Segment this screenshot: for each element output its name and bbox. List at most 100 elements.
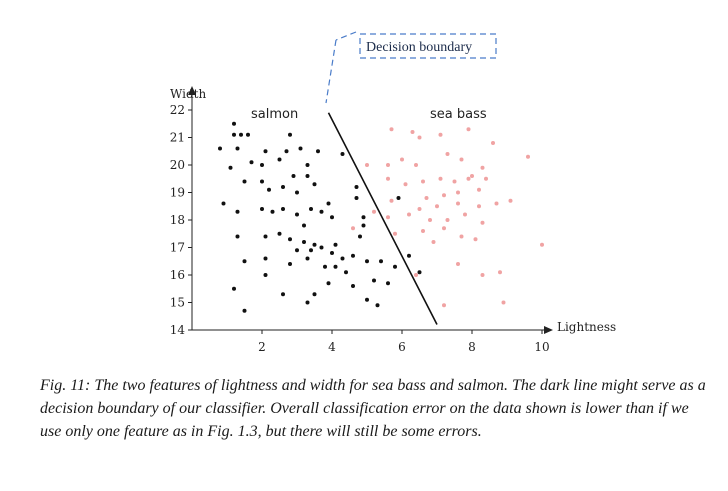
- point-sea-bass: [456, 262, 460, 266]
- point-sea-bass: [407, 212, 411, 217]
- y-tick-label: 19: [170, 186, 185, 200]
- point-sea-bass: [438, 132, 443, 137]
- point-salmon: [319, 245, 324, 250]
- x-tick-label: 4: [328, 340, 336, 354]
- point-salmon: [235, 146, 240, 151]
- point-sea-bass: [484, 176, 488, 181]
- series-label-salmon: salmon: [251, 107, 298, 122]
- point-sea-bass: [421, 229, 425, 233]
- point-salmon: [379, 259, 383, 264]
- point-salmon: [277, 157, 282, 162]
- point-salmon: [407, 253, 411, 258]
- point-sea-bass: [477, 187, 481, 192]
- point-salmon: [239, 132, 243, 137]
- point-salmon: [284, 149, 289, 154]
- point-salmon: [232, 121, 236, 126]
- point-sea-bass: [466, 176, 471, 181]
- point-sea-bass: [435, 204, 439, 209]
- point-salmon: [316, 149, 320, 154]
- data-points: [218, 121, 544, 313]
- point-sea-bass: [445, 152, 450, 156]
- point-salmon: [232, 286, 236, 291]
- point-salmon: [295, 248, 299, 253]
- point-salmon: [281, 292, 285, 297]
- x-tick-label: 10: [534, 340, 549, 354]
- point-salmon: [323, 264, 327, 269]
- point-salmon: [365, 297, 369, 302]
- point-sea-bass: [414, 273, 418, 277]
- y-axis-title: Width: [170, 87, 206, 101]
- x-tick-label: 2: [258, 340, 266, 354]
- point-salmon: [263, 273, 268, 277]
- point-sea-bass: [480, 165, 485, 170]
- point-salmon: [333, 264, 338, 269]
- y-tick-label: 22: [170, 103, 185, 117]
- point-salmon: [365, 259, 369, 264]
- point-salmon: [372, 278, 376, 283]
- point-salmon: [309, 207, 313, 211]
- point-salmon: [330, 251, 334, 255]
- point-sea-bass: [389, 198, 394, 203]
- point-salmon: [263, 234, 268, 239]
- y-tick-label: 15: [170, 296, 185, 310]
- point-sea-bass: [421, 179, 425, 184]
- point-salmon: [305, 256, 310, 261]
- point-sea-bass: [351, 226, 355, 231]
- point-sea-bass: [442, 303, 446, 308]
- point-sea-bass: [372, 209, 376, 214]
- x-tick-label: 6: [398, 340, 406, 354]
- y-tick-label: 18: [170, 213, 185, 227]
- point-sea-bass: [459, 157, 464, 162]
- point-sea-bass: [463, 212, 467, 217]
- callout-label: Decision boundary: [366, 40, 472, 55]
- point-salmon: [386, 281, 390, 286]
- axis-ticks: 2 4 6 8 10 14 15 16 17 18 19 20 21 22: [170, 103, 550, 354]
- x-tick-label: 8: [468, 340, 476, 354]
- point-salmon: [270, 209, 275, 214]
- point-salmon: [288, 132, 292, 137]
- point-sea-bass: [470, 174, 474, 178]
- series-label-sea-bass: sea bass: [430, 107, 487, 122]
- point-sea-bass: [491, 141, 495, 145]
- point-sea-bass: [424, 196, 429, 200]
- point-sea-bass: [438, 176, 443, 181]
- point-salmon: [235, 209, 240, 214]
- point-salmon: [375, 303, 380, 308]
- point-sea-bass: [428, 218, 432, 222]
- figure-caption: Fig. 11: The two features of lightness a…: [40, 377, 706, 440]
- point-salmon: [218, 146, 222, 151]
- point-salmon: [302, 223, 306, 228]
- point-salmon: [305, 163, 310, 167]
- point-sea-bass: [365, 163, 369, 167]
- point-salmon: [302, 240, 306, 244]
- point-salmon: [396, 196, 401, 200]
- point-salmon: [232, 132, 236, 137]
- point-sea-bass: [456, 190, 460, 195]
- point-salmon: [312, 292, 317, 297]
- point-salmon: [312, 182, 317, 187]
- callout-leader-top: [335, 31, 357, 41]
- point-salmon: [260, 207, 264, 211]
- point-sea-bass: [442, 193, 446, 198]
- point-salmon: [277, 231, 282, 236]
- point-sea-bass: [400, 157, 404, 162]
- point-sea-bass: [480, 220, 485, 225]
- point-salmon: [417, 270, 422, 275]
- scatter-chart: Decision boundary Width Lightness salmon…: [170, 31, 616, 354]
- point-salmon: [242, 179, 247, 184]
- point-salmon: [326, 281, 331, 286]
- point-sea-bass: [477, 204, 481, 209]
- point-salmon: [361, 223, 366, 228]
- point-sea-bass: [393, 231, 397, 236]
- callout-leader: [325, 39, 337, 104]
- point-salmon: [249, 160, 254, 165]
- point-salmon: [295, 190, 299, 195]
- y-axis-arrow: [188, 86, 196, 95]
- point-salmon: [326, 201, 331, 206]
- point-salmon: [393, 264, 397, 269]
- point-salmon: [298, 146, 303, 151]
- point-salmon: [260, 163, 264, 167]
- point-salmon: [333, 242, 338, 247]
- point-salmon: [281, 207, 285, 211]
- point-sea-bass: [386, 215, 390, 220]
